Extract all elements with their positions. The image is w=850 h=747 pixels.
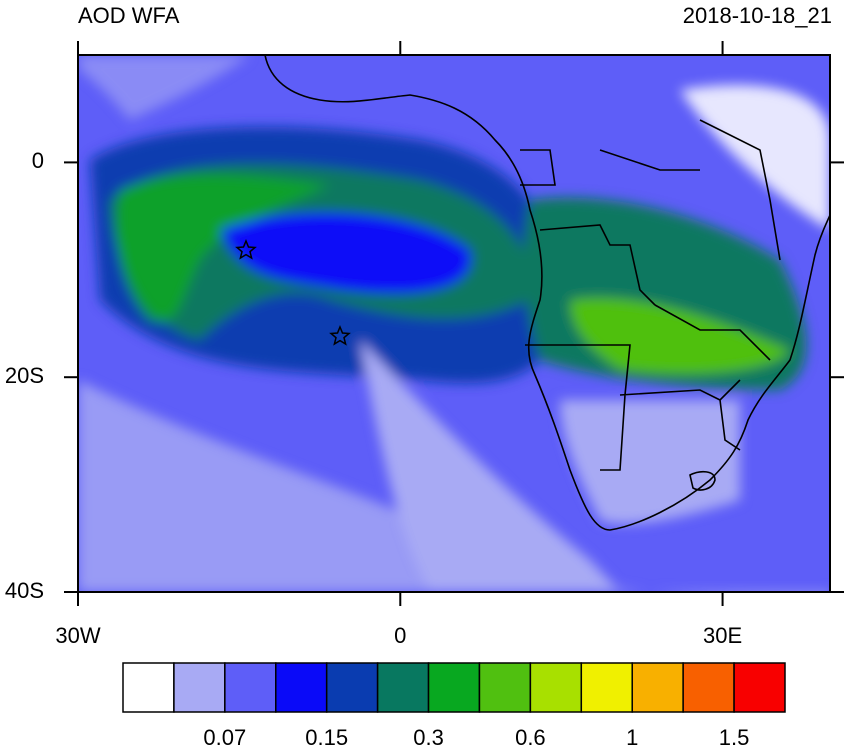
axes: 30W 0 30E 0 20S 40S <box>5 41 844 648</box>
x-tick-label: 30E <box>703 623 742 648</box>
x-tick-label: 30W <box>55 623 100 648</box>
colorbar-label: 0.3 <box>413 725 444 747</box>
aod-field <box>78 55 830 592</box>
map-frame <box>77 54 831 593</box>
colorbar-label: 0.15 <box>305 725 348 747</box>
colorbar-box <box>376 662 430 713</box>
colorbar: 0.07 0.15 0.3 0.6 1 1.5 <box>122 662 786 747</box>
colorbar-box <box>580 662 633 713</box>
y-tick-label: 20S <box>5 363 44 388</box>
colorbar-box <box>682 662 735 713</box>
colorbar-box <box>478 662 532 713</box>
colorbar-box <box>631 662 684 713</box>
colorbar-box <box>224 662 277 713</box>
y-tick-label: 40S <box>5 578 44 603</box>
colorbar-label: 0.07 <box>203 725 246 747</box>
y-tick-label: 0 <box>32 148 44 173</box>
colorbar-label: 1 <box>626 725 638 747</box>
colorbar-box <box>325 662 379 713</box>
title: AOD WFA <box>78 3 180 28</box>
colorbar-box <box>427 662 481 713</box>
date-label: 2018-10-18_21 <box>683 3 832 28</box>
colorbar-label: 1.5 <box>719 725 750 747</box>
colorbar-box <box>733 662 786 713</box>
colorbar-box <box>275 662 328 713</box>
colorbar-label: 0.6 <box>515 725 546 747</box>
colorbar-box <box>529 662 583 713</box>
x-tick-label: 0 <box>394 623 406 648</box>
colorbar-box <box>122 662 175 713</box>
colorbar-box <box>173 662 226 713</box>
